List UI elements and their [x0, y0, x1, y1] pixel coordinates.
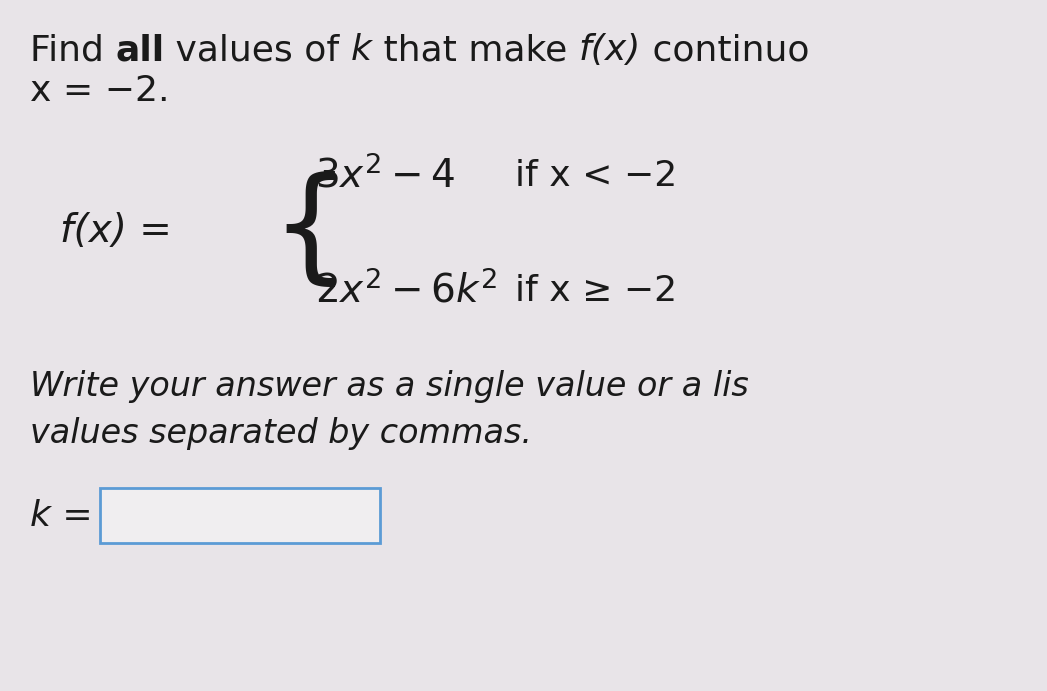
- Text: all: all: [115, 33, 164, 67]
- Text: x = −2.: x = −2.: [30, 74, 170, 108]
- FancyBboxPatch shape: [101, 488, 380, 543]
- Text: that make: that make: [372, 33, 579, 67]
- Text: values of: values of: [164, 33, 351, 67]
- Text: f(x): f(x): [579, 33, 641, 67]
- Text: if x ≥ −2: if x ≥ −2: [515, 274, 677, 308]
- Text: Find: Find: [30, 33, 115, 67]
- Text: if x < −2: if x < −2: [515, 159, 677, 193]
- Text: continuo: continuo: [641, 33, 809, 67]
- Text: $3x^2 - 4$: $3x^2 - 4$: [315, 156, 455, 196]
- Text: values separated by commas.: values separated by commas.: [30, 417, 532, 450]
- Text: k: k: [351, 33, 372, 67]
- Text: {: {: [270, 171, 350, 292]
- Text: f(x) =: f(x) =: [60, 212, 172, 250]
- Text: Write your answer as a single value or a lis: Write your answer as a single value or a…: [30, 370, 749, 402]
- Text: k =: k =: [30, 499, 92, 533]
- Text: $2x^2 - 6k^2$: $2x^2 - 6k^2$: [315, 271, 497, 311]
